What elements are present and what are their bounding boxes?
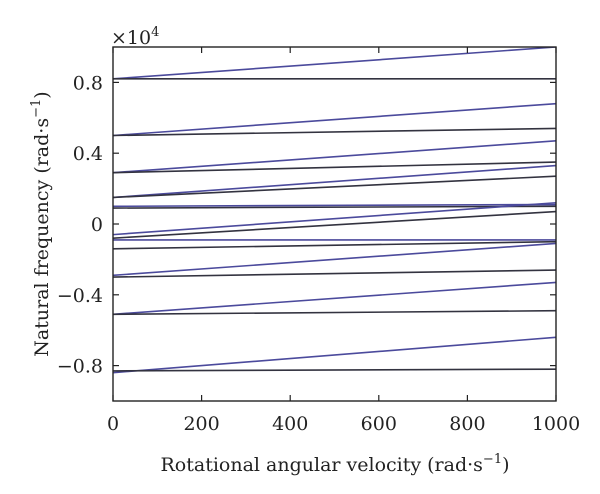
x-axis: 0 200 400 600 800 1000 (107, 47, 580, 435)
series-line-14 (113, 240, 556, 250)
y-tick-label: −0.8 (57, 356, 103, 378)
series-line-6 (113, 161, 556, 174)
x-tick-label: 800 (449, 413, 485, 435)
series-line-4 (113, 127, 556, 137)
y-tick-label: 0.8 (73, 72, 103, 94)
series-line-5 (113, 140, 556, 174)
x-tick-label: 400 (272, 413, 308, 435)
series-line-9 (113, 203, 556, 208)
y-tick-label: 0.4 (73, 143, 103, 165)
y-multiplier-label: ×104 (111, 25, 159, 49)
x-tick-label: 600 (361, 413, 397, 435)
x-tick-label: 0 (107, 413, 119, 435)
series-line-16 (113, 269, 556, 278)
x-tick-label: 200 (183, 413, 219, 435)
series-line-12 (113, 210, 556, 239)
series-line-11 (113, 201, 556, 236)
y-axis: −0.8 −0.4 0 0.4 0.8 (57, 72, 556, 378)
series-line-17 (113, 281, 556, 316)
series-line-8 (113, 175, 556, 199)
plot-frame (112, 46, 557, 402)
series-line-19 (113, 336, 556, 374)
series-line-18 (113, 309, 556, 316)
x-axis-label: Rotational angular velocity (rad·s−1) (160, 452, 509, 476)
series-line-20 (113, 368, 556, 372)
series-line-1 (113, 47, 556, 80)
x-tick-label: 1000 (532, 413, 580, 435)
y-tick-label: 0 (91, 214, 103, 236)
y-tick-label: −0.4 (57, 285, 103, 307)
y-axis-label: Natural frequency (rad·s−1) (29, 91, 53, 356)
series-line-10 (113, 205, 556, 209)
series-layer (113, 47, 556, 374)
series-line-7 (113, 164, 556, 199)
series-line-15 (113, 242, 556, 277)
series-line-3 (113, 102, 556, 137)
